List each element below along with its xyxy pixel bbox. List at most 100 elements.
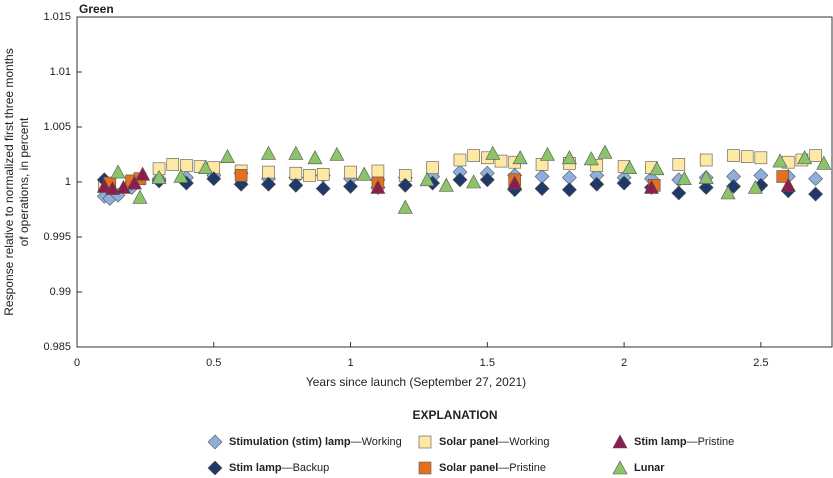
diamond-marker [616, 175, 632, 191]
square-marker [180, 159, 193, 172]
y-tick-label: 1.01 [50, 66, 71, 78]
legend-label-rest: —Pristine [687, 436, 735, 448]
triangle-marker [797, 150, 813, 165]
diamond-marker [698, 180, 714, 195]
triangle-marker [116, 179, 132, 194]
triangle-marker [151, 169, 167, 184]
square-marker [166, 158, 180, 171]
diamond-marker [479, 172, 495, 188]
y-tick-label: 1.015 [43, 11, 71, 23]
triangle-marker [561, 150, 577, 165]
triangle-marker [260, 145, 276, 160]
triangle-marker [698, 169, 714, 184]
diamond-marker [808, 186, 824, 202]
triangle-marker [370, 179, 386, 194]
triangle-marker [772, 153, 788, 168]
diamond-marker [207, 460, 223, 476]
x-tick-label: 0 [74, 357, 80, 369]
diamond-marker [288, 177, 304, 193]
triangle-marker [198, 160, 214, 174]
square-marker [672, 158, 686, 171]
square-marker [809, 149, 822, 162]
square-marker [776, 170, 790, 183]
x-tick-label: 1 [347, 357, 353, 369]
triangle-marker [110, 164, 126, 179]
square-marker [418, 461, 432, 475]
triangle-marker [622, 160, 638, 174]
legend-title: EXPLANATION [412, 408, 497, 422]
square-marker [727, 149, 740, 162]
legend-label: Solar panel—Pristine [439, 462, 546, 474]
triangle-marker [676, 171, 692, 185]
triangle-marker [126, 175, 142, 190]
x-tick-label: 2 [621, 357, 627, 369]
legend-label: Stimulation (stim) lamp—Working [229, 436, 402, 448]
legend-label-bold: Stimulation (stim) lamp [229, 436, 351, 448]
square-marker [467, 149, 480, 162]
triangle-marker [816, 155, 832, 170]
square-marker [699, 153, 713, 167]
x-tick-label: 1.5 [480, 357, 495, 369]
y-tick-label: 0.985 [43, 341, 71, 353]
legend-label-bold: Stim lamp [229, 462, 282, 474]
triangle-marker [612, 460, 628, 475]
diamond-marker [589, 176, 605, 192]
diamond-marker [343, 178, 358, 194]
square-marker [418, 435, 432, 449]
diamond-marker [534, 181, 550, 197]
triangle-marker [105, 180, 121, 195]
square-marker [303, 169, 316, 182]
square-marker [426, 161, 439, 174]
triangle-marker [329, 146, 345, 161]
square-marker [234, 169, 248, 182]
diamond-marker [206, 171, 222, 187]
diamond-marker [808, 171, 824, 187]
triangle-marker [96, 178, 112, 193]
triangle-marker [356, 166, 372, 181]
triangle-marker [288, 145, 304, 160]
diamond-marker [397, 177, 413, 193]
y-axis-label: Response relative to normalized first th… [2, 48, 16, 315]
triangle-marker [219, 149, 235, 163]
triangle-marker [780, 177, 796, 192]
square-marker [316, 168, 330, 181]
legend-label: Stim lamp—Backup [229, 462, 329, 474]
square-marker [453, 153, 467, 167]
triangle-marker [649, 161, 665, 176]
triangle-marker [597, 144, 613, 159]
diamond-marker [452, 172, 468, 188]
triangle-marker [507, 175, 523, 190]
triangle-marker [643, 179, 659, 194]
diamond-marker [671, 185, 687, 201]
legend-label-bold: Solar panel [439, 462, 498, 474]
square-marker [344, 165, 357, 179]
legend-label-bold: Stim lamp [634, 436, 687, 448]
diamond-marker [261, 176, 276, 192]
triangle-marker [307, 150, 323, 165]
legend-label: Stim lamp—Pristine [634, 436, 734, 448]
legend-label-rest: —Working [498, 436, 549, 448]
y-tick-label: 1 [65, 176, 71, 188]
legend-label-rest: —Backup [282, 462, 330, 474]
x-tick-label: 2.5 [753, 357, 768, 369]
square-marker [740, 150, 754, 163]
triangle-marker [173, 168, 189, 183]
triangle-marker [466, 174, 482, 189]
triangle-marker [612, 434, 628, 449]
x-axis-label: Years since launch (September 27, 2021) [306, 375, 526, 389]
diamond-marker [315, 181, 331, 197]
legend-label-rest: —Working [351, 436, 402, 448]
legend-label-bold: Lunar [634, 462, 665, 474]
square-marker [371, 164, 385, 178]
triangle-marker [747, 179, 763, 194]
legend-label: Solar panel—Working [439, 436, 549, 448]
triangle-marker [583, 151, 599, 166]
triangle-marker [132, 189, 148, 204]
chart-title: Green [79, 2, 114, 16]
diamond-marker [561, 182, 577, 198]
y-tick-label: 1.005 [43, 121, 71, 133]
y-tick-label: 0.99 [50, 286, 71, 298]
square-marker [754, 151, 768, 165]
triangle-marker [485, 145, 501, 160]
diamond-marker [207, 434, 223, 450]
